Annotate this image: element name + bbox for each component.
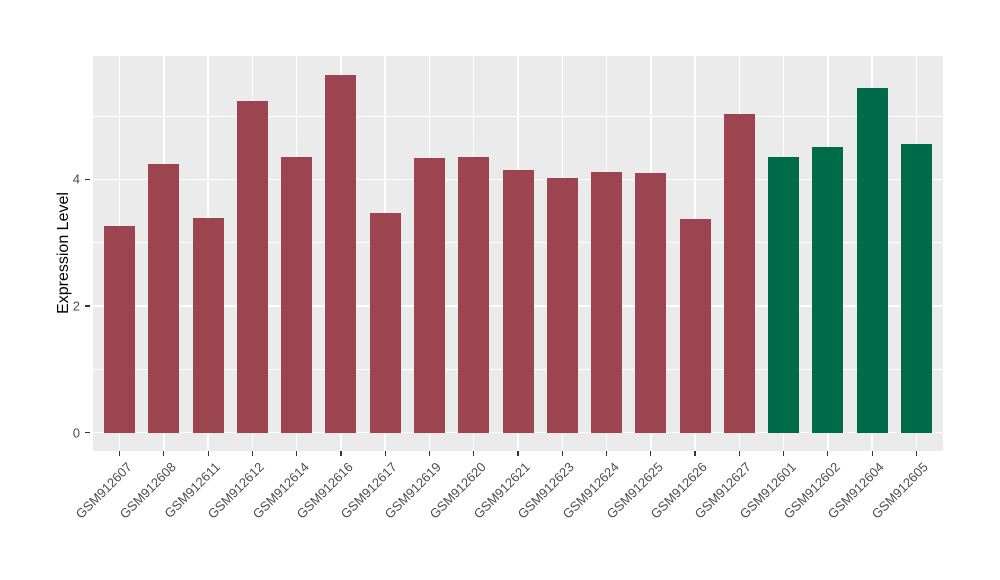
x-tick-mark xyxy=(207,451,209,456)
x-tick-mark xyxy=(783,451,785,456)
y-tick-label: 2 xyxy=(72,298,80,314)
y-tick-mark xyxy=(85,432,90,434)
bar-GSM912614 xyxy=(281,157,313,433)
x-tick-mark xyxy=(827,451,829,456)
bar-GSM912617 xyxy=(369,212,401,433)
y-tick-mark xyxy=(85,178,90,181)
x-tick-mark xyxy=(118,451,121,456)
bar-GSM912607 xyxy=(104,226,136,433)
bar-GSM912626 xyxy=(679,219,711,433)
x-tick-mark xyxy=(163,451,165,456)
x-tick-mark xyxy=(428,451,431,456)
bar-GSM912625 xyxy=(635,173,667,433)
y-tick-mark xyxy=(85,305,90,307)
bar-GSM912612 xyxy=(236,100,268,433)
x-tick-mark xyxy=(694,451,696,456)
y-tick-label: 4 xyxy=(72,171,80,187)
bar-GSM912627 xyxy=(723,114,755,433)
bar-GSM912624 xyxy=(591,171,623,433)
x-tick-mark xyxy=(473,451,475,456)
y-axis-title: Expression Level xyxy=(55,192,72,314)
x-tick-mark xyxy=(517,451,519,456)
bar-GSM912620 xyxy=(458,157,490,433)
bar-GSM912605 xyxy=(900,143,932,433)
x-tick-mark xyxy=(340,451,342,456)
plot-panel xyxy=(93,56,943,451)
bar-layer xyxy=(93,56,943,451)
bar-GSM912611 xyxy=(192,218,224,433)
bar-GSM912623 xyxy=(546,178,578,433)
x-tick-mark xyxy=(296,451,298,456)
x-tick-mark xyxy=(650,451,652,456)
x-tick-mark xyxy=(871,451,873,456)
bar-GSM912602 xyxy=(812,147,844,433)
bar-GSM912621 xyxy=(502,169,534,433)
bar-GSM912601 xyxy=(768,157,800,433)
y-tick-label: 0 xyxy=(72,425,80,441)
x-tick-mark xyxy=(915,451,918,456)
bar-GSM912616 xyxy=(325,74,357,433)
x-tick-mark xyxy=(738,451,740,456)
x-tick-mark xyxy=(251,451,253,456)
bar-GSM912619 xyxy=(413,157,445,433)
bar-GSM912604 xyxy=(856,88,888,433)
x-tick-mark xyxy=(561,451,563,456)
x-tick-mark xyxy=(605,451,608,456)
x-tick-mark xyxy=(384,451,386,456)
bar-GSM912608 xyxy=(148,164,180,433)
